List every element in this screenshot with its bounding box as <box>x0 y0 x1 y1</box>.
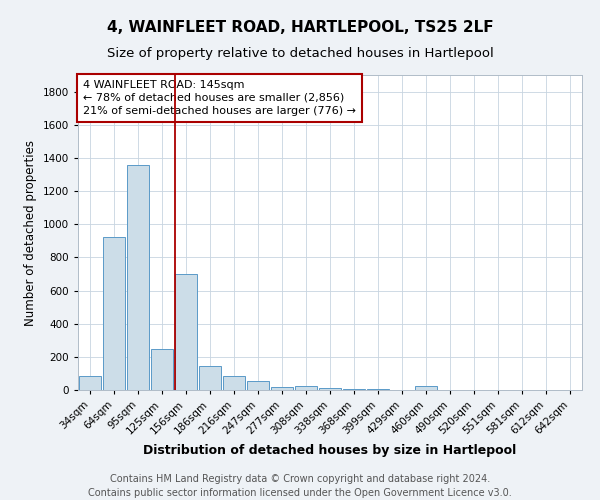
Text: 4 WAINFLEET ROAD: 145sqm
← 78% of detached houses are smaller (2,856)
21% of sem: 4 WAINFLEET ROAD: 145sqm ← 78% of detach… <box>83 80 356 116</box>
Bar <box>199 366 221 390</box>
Bar <box>343 388 365 390</box>
X-axis label: Distribution of detached houses by size in Hartlepool: Distribution of detached houses by size … <box>143 444 517 457</box>
Bar <box>319 388 341 390</box>
Y-axis label: Number of detached properties: Number of detached properties <box>24 140 37 326</box>
Bar <box>247 381 269 390</box>
Text: 4, WAINFLEET ROAD, HARTLEPOOL, TS25 2LF: 4, WAINFLEET ROAD, HARTLEPOOL, TS25 2LF <box>107 20 493 35</box>
Bar <box>127 164 149 390</box>
Bar <box>415 386 437 390</box>
Bar <box>367 389 389 390</box>
Bar <box>79 376 101 390</box>
Bar <box>271 386 293 390</box>
Text: Size of property relative to detached houses in Hartlepool: Size of property relative to detached ho… <box>107 48 493 60</box>
Bar <box>223 376 245 390</box>
Bar <box>175 274 197 390</box>
Bar <box>295 386 317 390</box>
Bar <box>103 238 125 390</box>
Bar <box>151 348 173 390</box>
Text: Contains HM Land Registry data © Crown copyright and database right 2024.
Contai: Contains HM Land Registry data © Crown c… <box>88 474 512 498</box>
